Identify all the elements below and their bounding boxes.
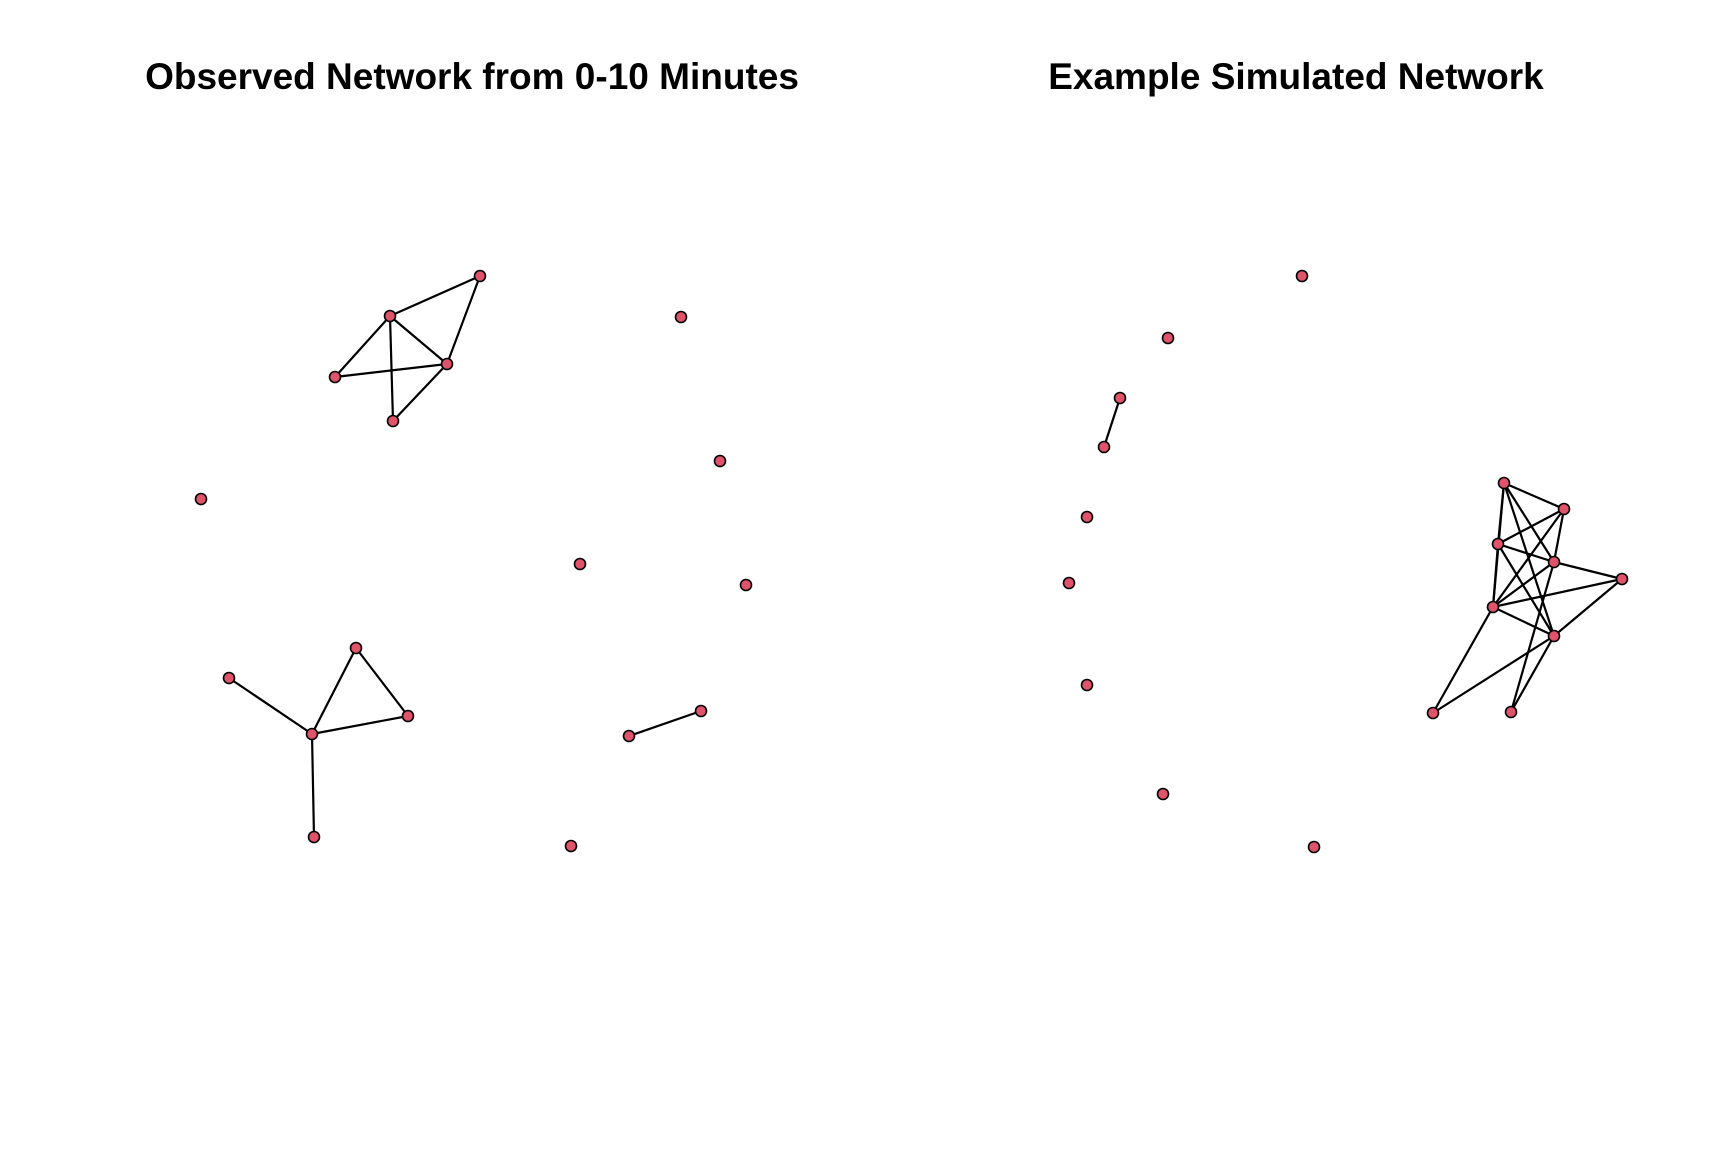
observed-network-panel: Observed Network from 0-10 Minutes <box>145 56 799 853</box>
node-a16 <box>573 557 587 571</box>
node-b4 <box>1097 440 1111 454</box>
node-b10 <box>1557 502 1571 516</box>
edge-a7-a9 <box>311 714 409 736</box>
edge-a7-a10 <box>310 733 316 838</box>
node-a15 <box>713 454 727 468</box>
node-a1 <box>328 370 342 384</box>
node-b18 <box>1307 840 1321 854</box>
edge-a4-a5 <box>392 363 448 422</box>
node-b14 <box>1547 629 1561 643</box>
simulated-network-panel: Example Simulated Network <box>864 0 1728 1152</box>
edge-b14-b15 <box>1553 578 1623 637</box>
edge-b14-b16 <box>1510 635 1555 713</box>
edge-a8-a9 <box>355 647 409 717</box>
edge-b14-b17 <box>1432 635 1555 714</box>
edge-a3-a4 <box>445 275 482 365</box>
edge-b3-b4 <box>1102 397 1122 448</box>
simulated-network-graph <box>1062 269 1629 854</box>
node-b15 <box>1615 572 1629 586</box>
node-a11 <box>622 729 636 743</box>
node-b13 <box>1486 600 1500 614</box>
edge-b10-b13 <box>1492 508 1565 608</box>
node-a7 <box>305 727 319 741</box>
node-b8 <box>1156 787 1170 801</box>
node-b5 <box>1080 510 1094 524</box>
edge-b12-b15 <box>1553 560 1623 581</box>
node-a12 <box>694 704 708 718</box>
edge-b10-b12 <box>1552 508 1566 563</box>
node-b1 <box>1295 269 1309 283</box>
node-b16 <box>1504 705 1518 719</box>
node-b11 <box>1491 537 1505 551</box>
edge-a1-a2 <box>334 315 391 378</box>
node-a3 <box>473 269 487 283</box>
node-a9 <box>401 709 415 723</box>
edge-a2-a5 <box>388 315 395 422</box>
edge-b9-b14 <box>1502 482 1556 637</box>
node-a8 <box>349 641 363 655</box>
edge-b12-b13 <box>1492 561 1555 608</box>
observed-network-title: Observed Network from 0-10 Minutes <box>145 56 799 97</box>
edge-b11-b12 <box>1497 542 1555 564</box>
node-a14 <box>674 310 688 324</box>
node-b2 <box>1161 331 1175 345</box>
node-b12 <box>1547 555 1561 569</box>
edge-a6-a7 <box>228 677 313 735</box>
edge-a11-a12 <box>628 709 702 738</box>
node-b17 <box>1426 706 1440 720</box>
node-b6 <box>1062 576 1076 590</box>
observed-network-graph <box>194 269 753 853</box>
edge-a1-a4 <box>334 362 448 379</box>
node-a2 <box>383 309 397 323</box>
edge-a7-a8 <box>311 647 357 735</box>
edge-b11-b14 <box>1497 543 1555 637</box>
edge-b13-b15 <box>1492 577 1623 609</box>
node-a10 <box>307 830 321 844</box>
node-b3 <box>1113 391 1127 405</box>
node-b7 <box>1080 678 1094 692</box>
edge-a2-a3 <box>389 274 481 318</box>
node-a5 <box>386 414 400 428</box>
edge-b9-b10 <box>1503 481 1565 511</box>
simulated-network-title: Example Simulated Network <box>1048 56 1544 97</box>
edge-a2-a4 <box>389 315 448 365</box>
edge-b10-b11 <box>1497 508 1565 545</box>
edge-b12-b16 <box>1509 561 1556 713</box>
edge-b9-b12 <box>1503 482 1555 563</box>
node-a4 <box>440 357 454 371</box>
edge-b13-b17 <box>1432 606 1494 714</box>
node-a17 <box>739 578 753 592</box>
edge-b11-b13 <box>1491 543 1500 608</box>
node-a13 <box>194 492 208 506</box>
node-b9 <box>1497 476 1511 490</box>
node-a6 <box>222 671 236 685</box>
edge-b13-b14 <box>1492 606 1555 637</box>
node-a18 <box>564 839 578 853</box>
